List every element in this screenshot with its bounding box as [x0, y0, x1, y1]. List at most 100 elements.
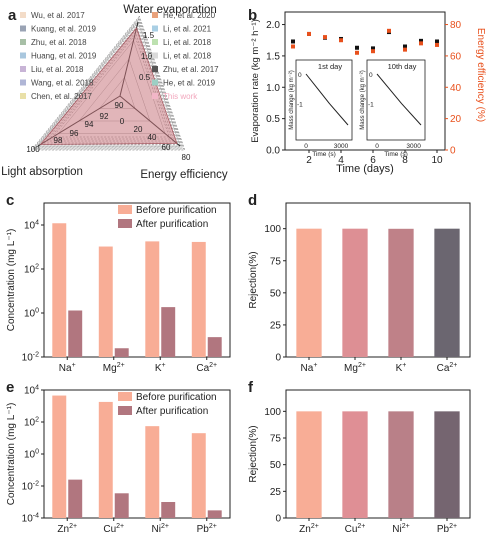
y-tick-label-b: 0.0: [266, 146, 280, 157]
x-tick-label-e: Ni2+: [152, 523, 169, 535]
y-tick-label-e: 104: [24, 385, 39, 397]
energy-efficiency-point: [291, 44, 295, 49]
bar-rejection: [434, 228, 460, 357]
tick-light-absorption: 96: [70, 129, 79, 138]
y-tick-label-d: 50: [270, 288, 282, 299]
x-tick-label-f: Ni2+: [392, 523, 409, 535]
plot-frame-f: [285, 389, 471, 519]
plot-frame-c: [43, 202, 231, 358]
energy-efficiency-point: [371, 49, 375, 54]
legend-entry: This work: [163, 92, 198, 101]
radar-outline-ref-9: [30, 15, 186, 151]
y-axis-label-f: Rejection(%): [248, 425, 259, 482]
inset-x-tick: 3000: [334, 143, 349, 150]
radar-polygon-this-work: [39, 27, 178, 145]
bar-after-purification: [207, 337, 222, 357]
x-tick-label-b: 6: [370, 155, 376, 166]
x-tick-label-d: Mg2+: [344, 362, 366, 374]
panel-label-f: f: [248, 379, 254, 396]
x-tick-label-c: K+: [155, 362, 166, 374]
x-tick-label-c: Mg2+: [103, 362, 125, 374]
bar-rejection: [296, 411, 322, 518]
bar-rejection: [342, 228, 368, 357]
legend-entry: Li, et al. 2021: [163, 25, 212, 34]
legend-entry: Li, et al. 2018: [163, 38, 212, 47]
inset-y-tick: -1: [297, 101, 303, 108]
legend-entry: Li, et al. 2018: [163, 52, 212, 61]
inset-y-label: Mass change (kg m⁻²): [289, 70, 295, 130]
legend-entry: Chen, et al. 2017: [31, 92, 92, 101]
y-tick-label-d: 0: [275, 353, 281, 364]
tick-energy-efficiency: 80: [182, 153, 191, 162]
legend-swatch-c: [118, 219, 132, 228]
energy-efficiency-point: [339, 38, 343, 43]
legend-entry-e: After purification: [136, 406, 208, 417]
bar-rejection: [434, 411, 460, 518]
tick-energy-efficiency: 0: [120, 117, 125, 126]
x-tick-label-c: Ca2+: [196, 362, 217, 374]
inset-mass-change-line: [305, 73, 349, 126]
x-tick-label-d: K+: [396, 362, 407, 374]
inset-y-label: Mass change (kg m⁻²): [360, 70, 366, 130]
y-tick-label-d: 25: [270, 320, 282, 331]
tick-light-absorption: 92: [100, 112, 109, 121]
evaporation-rate-point: [291, 39, 295, 44]
y-tick-label-b: 0.5: [266, 114, 280, 125]
radar-outline-ref-7: [34, 18, 183, 149]
y-tick-label-d: 75: [270, 256, 282, 267]
panel-label-c: c: [6, 192, 14, 209]
y-tick-label-c: 10-2: [22, 352, 39, 364]
inset-x-label: Time (s): [312, 151, 336, 158]
y-tick-label-b: 2.0: [266, 20, 280, 31]
bar-after-purification: [161, 502, 176, 518]
legend-swatch: [20, 25, 26, 32]
y-tick-label-d: 100: [264, 224, 281, 235]
y-tick-label-e: 10-4: [22, 513, 39, 525]
panel-label-d: d: [248, 192, 257, 209]
tick-energy-efficiency: 40: [148, 133, 157, 142]
bar-rejection: [388, 411, 414, 518]
legend-entry-c: Before purification: [136, 205, 217, 216]
bar-before-purification: [191, 241, 206, 357]
inset-y-tick: -1: [368, 101, 374, 108]
axis-label-water-evaporation: Water evaporation: [123, 4, 217, 16]
y-tick-label-e: 102: [24, 417, 39, 429]
legend-entry: Liu, et al. 2018: [31, 65, 84, 74]
y-axis-label-c: Concentration (mg L⁻¹): [6, 229, 17, 332]
y-tick-label-c: 104: [24, 220, 39, 232]
legend-swatch-e: [118, 406, 132, 415]
inset-title: 10th day: [388, 62, 417, 71]
y-right-tick-label-b: 40: [450, 83, 462, 94]
evaporation-rate-point: [419, 38, 423, 43]
legend-entry: He, et al. 2019: [163, 79, 216, 88]
tick-energy-efficiency: 60: [162, 143, 171, 152]
legend-entry: Kuang, et al. 2019: [31, 25, 96, 34]
tick-light-absorption: 100: [26, 145, 40, 154]
bar-after-purification: [161, 307, 176, 357]
plot-frame-d: [285, 202, 471, 358]
bar-rejection: [388, 228, 414, 357]
legend-entry: Zhu, et al. 2018: [31, 38, 87, 47]
legend-swatch-c: [118, 205, 132, 214]
inset-x-tick: 3000: [406, 143, 421, 150]
x-tick-label-d: Na+: [301, 362, 318, 374]
legend-entry: Wang, et al. 2018: [31, 79, 94, 88]
axis-label-energy-efficiency: Energy efficiency: [140, 169, 228, 181]
y-tick-label-f: 0: [275, 514, 281, 525]
y-axis-label-d: Rejection(%): [248, 251, 259, 308]
panel-label-b: b: [248, 7, 257, 24]
legend-swatch: [152, 25, 158, 32]
tick-light-absorption: 98: [54, 136, 63, 145]
tick-light-absorption: 90: [115, 101, 124, 110]
bar-after-purification: [114, 348, 129, 357]
tick-energy-efficiency: 20: [134, 125, 143, 134]
bar-after-purification: [114, 493, 129, 518]
inset-x-tick: 0: [304, 143, 308, 150]
legend-swatch: [152, 39, 158, 45]
y-tick-label-f: 25: [270, 487, 282, 498]
tick-light-absorption: 94: [85, 120, 94, 129]
x-tick-label-b: 4: [338, 155, 344, 166]
tick-water-evaporation: 0.5: [139, 73, 151, 82]
energy-efficiency-point: [355, 50, 359, 55]
